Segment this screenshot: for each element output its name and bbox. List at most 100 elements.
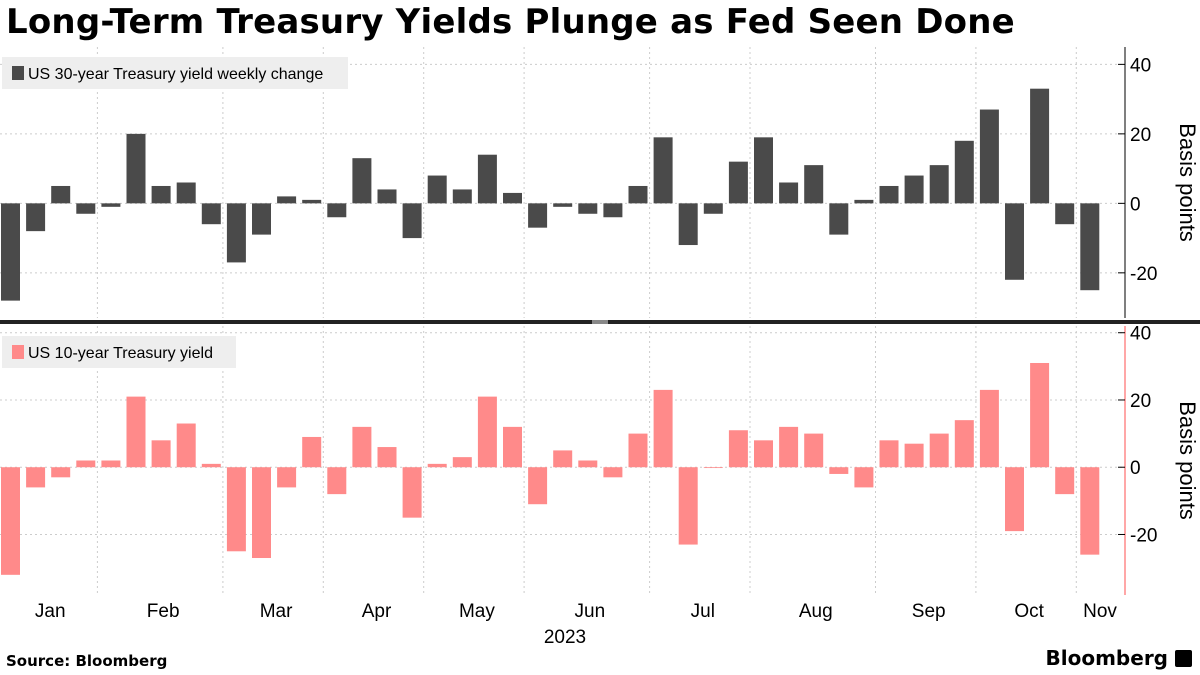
bar	[904, 443, 924, 468]
bar	[126, 396, 146, 468]
bar	[1005, 467, 1024, 532]
bar	[427, 463, 447, 468]
bloomberg-logo: Bloomberg	[1045, 646, 1168, 670]
bar	[929, 433, 949, 468]
bar	[979, 109, 999, 204]
bar	[402, 467, 422, 518]
bar	[176, 182, 196, 204]
bar	[954, 420, 974, 468]
bar	[1030, 362, 1050, 468]
y-tick-label: 0	[1130, 458, 1141, 479]
bar	[1030, 88, 1050, 204]
bar	[854, 199, 874, 204]
x-tick-label: Feb	[147, 601, 180, 622]
bar	[578, 460, 598, 468]
bar	[754, 440, 773, 468]
page-title: Long-Term Treasury Yields Plunge as Fed …	[6, 2, 1015, 42]
bar	[302, 436, 322, 468]
bar	[728, 161, 748, 204]
bar	[904, 175, 924, 204]
bar	[553, 203, 573, 207]
bar	[578, 203, 598, 214]
bar	[528, 203, 548, 228]
x-tick-label: Nov	[1083, 601, 1117, 622]
bar	[151, 440, 171, 468]
bar	[427, 175, 447, 204]
bar	[728, 430, 748, 468]
bar	[477, 396, 497, 468]
bar	[126, 133, 146, 204]
bottom-panel: -20 0 20 40 Basis points US 10-year Treasury …	[0, 324, 1200, 595]
bloomberg-terminal-icon	[1175, 650, 1192, 667]
bar	[1, 467, 20, 575]
y-tick-label: 20	[1130, 125, 1151, 146]
bar	[201, 203, 221, 225]
bar	[979, 389, 999, 468]
y-tick-label: -20	[1130, 264, 1157, 285]
y-tick-label: 40	[1130, 324, 1151, 345]
legend-box	[2, 336, 236, 368]
bar	[176, 423, 196, 468]
bar	[854, 467, 874, 488]
x-tick-label: Sep	[912, 601, 946, 622]
bar	[804, 165, 824, 204]
bar	[703, 467, 723, 469]
y-tick-label: 40	[1130, 55, 1151, 76]
bar	[879, 185, 899, 204]
bar	[352, 158, 372, 204]
bar	[226, 203, 246, 263]
bar	[277, 467, 297, 488]
y-tick-label: 20	[1130, 391, 1151, 412]
bar	[26, 467, 46, 488]
bar	[302, 199, 322, 204]
bar	[327, 203, 347, 218]
bar	[553, 450, 573, 468]
bar	[703, 203, 723, 214]
panel-resize-handle[interactable]	[592, 320, 608, 324]
x-tick-label: Oct	[1014, 601, 1044, 622]
bar	[678, 203, 698, 246]
legend-box	[2, 57, 348, 89]
legend-label: US 30-year Treasury yield weekly change	[28, 66, 323, 83]
x-axis-year: 2023	[544, 627, 586, 648]
bar	[1, 203, 20, 301]
y-tick-label: 0	[1130, 194, 1141, 215]
legend-swatch	[12, 345, 24, 359]
bar	[51, 467, 71, 478]
x-tick-label: May	[459, 601, 495, 622]
bar	[1080, 203, 1100, 291]
bar	[252, 203, 271, 235]
x-tick-label: Aug	[799, 601, 833, 622]
legend-swatch	[12, 66, 24, 80]
bar	[1005, 203, 1024, 280]
bar	[628, 433, 648, 468]
x-tick-label: Apr	[362, 601, 392, 622]
bar	[678, 467, 698, 545]
x-tick-label: Jul	[691, 601, 715, 622]
bar	[628, 185, 648, 204]
bar	[653, 137, 673, 204]
bar	[954, 140, 974, 204]
bar	[327, 467, 347, 495]
x-tick-label: Mar	[260, 601, 293, 622]
y-tick-label: -20	[1130, 525, 1157, 546]
bar	[277, 196, 297, 204]
bar	[201, 463, 221, 468]
bar	[603, 203, 623, 218]
bar	[929, 165, 949, 204]
bar	[26, 203, 46, 232]
bar	[76, 203, 96, 214]
bar	[377, 189, 397, 204]
bar	[452, 457, 472, 468]
bar	[452, 189, 472, 204]
x-tick-label: Jun	[575, 601, 606, 622]
bar	[528, 467, 548, 505]
bar	[377, 447, 397, 468]
bar	[829, 467, 849, 474]
bar	[754, 137, 773, 204]
bar	[76, 460, 96, 468]
bar	[503, 192, 522, 204]
bar	[804, 433, 824, 468]
bar	[503, 426, 522, 468]
